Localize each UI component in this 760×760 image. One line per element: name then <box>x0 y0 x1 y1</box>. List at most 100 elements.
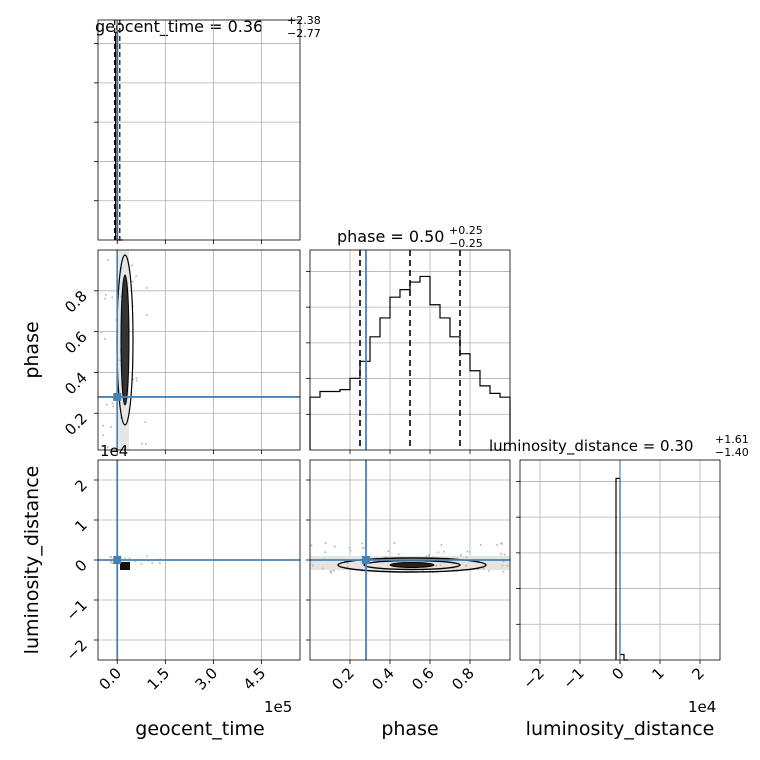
scale-label-luminosity-distance-x: 1e4 <box>688 698 716 716</box>
sample-point <box>332 569 335 572</box>
sample-point <box>443 550 446 553</box>
title-phase: phase = 0.50 +0.25 −0.25 <box>337 224 483 250</box>
tick-label-y-2: 0 <box>71 556 90 575</box>
scatter-2-0 <box>109 555 162 565</box>
ylabel-phase: phase <box>21 321 43 378</box>
sample-point <box>329 571 332 574</box>
tick-label-x-1: 0.2 <box>328 664 358 694</box>
density-core-2-0 <box>120 562 130 570</box>
sample-point <box>435 564 438 567</box>
scale-label-geocent-time: 1e5 <box>264 698 292 716</box>
sample-point <box>131 280 134 283</box>
sample-point <box>466 550 469 553</box>
sample-point <box>128 557 131 560</box>
scale-label-luminosity-distance-y: 1e4 <box>100 442 128 460</box>
sample-point <box>105 403 108 406</box>
tick-label-y-1: 0.2 <box>61 409 91 439</box>
sample-point <box>346 562 349 565</box>
sample-point <box>101 424 104 427</box>
sample-point <box>349 549 352 552</box>
sample-point <box>135 377 138 380</box>
sample-point <box>465 556 468 559</box>
sample-point <box>145 555 148 558</box>
sample-point <box>425 555 428 558</box>
sample-point <box>312 564 315 567</box>
sample-point <box>145 313 148 316</box>
tick-label-x-0: 1.5 <box>144 664 174 694</box>
tick-label-y-1: 0.4 <box>61 369 91 399</box>
panel-frame-luminosity-distance <box>519 459 721 661</box>
truth-marker-2-1 <box>362 556 370 564</box>
sample-point <box>465 564 468 567</box>
sample-point <box>111 296 114 299</box>
tick-label-x-2: 0 <box>608 664 627 683</box>
sample-point <box>106 259 109 262</box>
sample-point <box>502 570 505 573</box>
title-phase-main: phase = 0.50 <box>337 227 444 246</box>
tick-label-x-0: 3.0 <box>192 664 222 694</box>
xlabel-geocent-time: geocent_time <box>135 718 264 740</box>
sample-point <box>110 560 113 563</box>
sample-point <box>144 421 147 424</box>
contour-inner-1-0 <box>120 274 130 406</box>
tick-label-x-2: 2 <box>688 664 707 683</box>
sample-point <box>460 554 463 557</box>
contour-inner-2-1 <box>389 562 435 568</box>
grid-0-0 <box>98 20 300 240</box>
sample-point <box>324 542 327 545</box>
title-phase-plus: +0.25 <box>449 224 483 237</box>
sample-point <box>496 544 499 547</box>
title-geocent-time-plus: +2.38 <box>287 14 321 27</box>
tick-label-y-2: 1 <box>71 516 90 535</box>
tick-label-y-2: −1 <box>62 596 90 624</box>
ticks-2-1 <box>306 479 471 664</box>
sample-point <box>103 297 106 300</box>
tick-label-x-0: 0.0 <box>95 664 125 694</box>
panel-frame-geocent-time <box>97 19 301 241</box>
truth-marker-2-0 <box>113 556 122 564</box>
sample-point <box>501 564 504 567</box>
sample-point <box>503 553 506 556</box>
xlabel-luminosity-distance: luminosity_distance <box>526 718 715 740</box>
sample-point <box>428 555 431 558</box>
sample-point <box>321 567 324 570</box>
sample-point <box>482 568 485 571</box>
panel-frame-2-0 <box>97 459 301 661</box>
sample-point <box>361 542 364 545</box>
ticks-2-0 <box>94 479 262 664</box>
sample-point <box>111 402 114 405</box>
sample-point <box>348 546 351 549</box>
sample-point <box>145 286 148 289</box>
tick-label-x-1: 0.8 <box>448 664 478 694</box>
sample-point <box>100 331 103 334</box>
sample-point <box>130 264 133 267</box>
tick-label-x-2: −2 <box>519 664 547 692</box>
title-luminosity-distance: luminosity_distance = 0.30 +1.61 −1.40 <box>489 433 749 459</box>
sample-point <box>437 551 440 554</box>
tick-label-y-2: −2 <box>62 636 90 664</box>
sample-point <box>346 565 349 568</box>
tick-label-x-1: 0.6 <box>408 664 438 694</box>
sample-point <box>104 293 107 296</box>
title-geocent-time-main: geocent_time = 0.36 <box>95 17 263 37</box>
panel-frame-phase <box>309 249 511 451</box>
sample-point <box>397 553 400 556</box>
tick-label-y-1: 0.6 <box>61 328 91 358</box>
sample-point <box>361 546 364 549</box>
sample-point <box>144 442 147 445</box>
sample-point <box>106 446 109 449</box>
title-geocent-time: geocent_time = 0.36 +2.38 −2.77 <box>95 14 321 40</box>
ticks-1-1 <box>306 271 471 454</box>
sample-point <box>151 561 154 564</box>
panels: 0.0 1.5 3.0 4.5 0.2 0.4 0.6 0.8 −2 −1 0 1 2 0.2 0.4 0.6… <box>61 19 721 694</box>
hist-luminosity-distance <box>615 477 628 661</box>
sample-point <box>393 542 396 545</box>
tick-label-y-1: 0.8 <box>61 287 91 317</box>
tick-label-x-2: −1 <box>559 664 587 692</box>
sample-point <box>506 564 509 567</box>
sample-point <box>118 359 121 362</box>
tick-label-x-0: 4.5 <box>240 664 270 694</box>
title-luminosity-distance-minus: −1.40 <box>715 446 749 459</box>
sample-point <box>488 570 491 573</box>
sample-point <box>135 275 138 278</box>
